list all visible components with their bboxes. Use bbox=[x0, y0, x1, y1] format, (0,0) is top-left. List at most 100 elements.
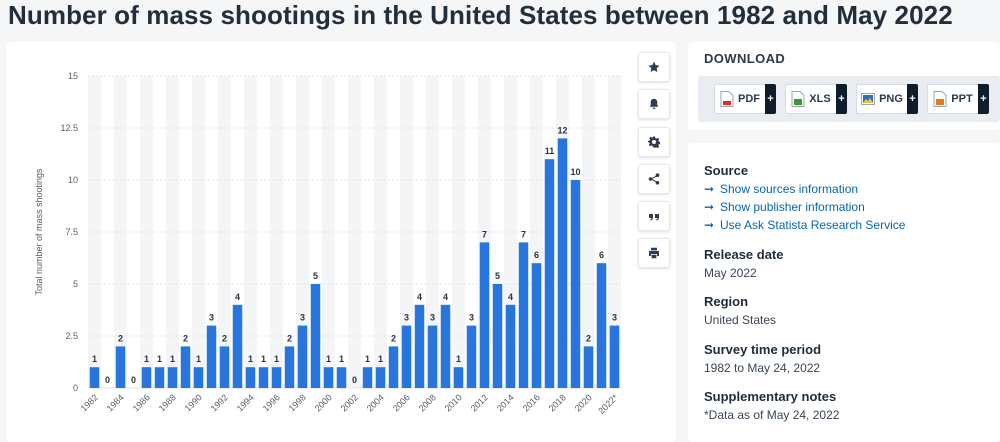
data-label: 5 bbox=[495, 271, 500, 281]
data-label: 4 bbox=[443, 292, 448, 302]
show-publisher-label: Show publisher information bbox=[720, 200, 865, 214]
bar bbox=[440, 304, 451, 388]
column-band bbox=[88, 76, 101, 388]
data-label: 7 bbox=[482, 229, 487, 239]
x-tick-label: 1992 bbox=[209, 392, 230, 413]
x-tick-label: 2016 bbox=[521, 392, 542, 413]
bar bbox=[115, 346, 126, 388]
column-band bbox=[140, 76, 153, 388]
download-heading: DOWNLOAD bbox=[704, 51, 786, 66]
data-label: 1 bbox=[248, 354, 253, 364]
bar bbox=[193, 367, 204, 388]
x-tick-label: 2002 bbox=[339, 392, 360, 413]
data-label: 1 bbox=[339, 354, 344, 364]
show-sources-link[interactable]: ➞ Show sources information bbox=[704, 182, 858, 196]
show-publisher-link[interactable]: ➞ Show publisher information bbox=[704, 200, 865, 214]
print-button[interactable] bbox=[638, 238, 670, 268]
page-title: Number of mass shootings in the United S… bbox=[8, 0, 953, 30]
quote-icon bbox=[649, 214, 659, 221]
data-label: 3 bbox=[404, 313, 409, 323]
xls-plus-icon: + bbox=[836, 84, 847, 114]
bar bbox=[206, 325, 217, 388]
column-band bbox=[400, 76, 413, 388]
x-tick-label: 1986 bbox=[131, 392, 152, 413]
x-tick-label: 1982 bbox=[79, 392, 100, 413]
supplementary-notes-value: *Data as of May 24, 2022 bbox=[704, 408, 840, 422]
data-label: 3 bbox=[209, 313, 214, 323]
bar bbox=[89, 367, 100, 388]
bar bbox=[453, 367, 464, 388]
bar bbox=[284, 346, 295, 388]
data-label: 2 bbox=[287, 333, 292, 343]
data-label: 1 bbox=[157, 354, 162, 364]
bar bbox=[154, 367, 165, 388]
data-label: 2 bbox=[222, 333, 227, 343]
data-label: 1 bbox=[456, 354, 461, 364]
data-label: 1 bbox=[378, 354, 383, 364]
data-label: 1 bbox=[196, 354, 201, 364]
data-label: 1 bbox=[261, 354, 266, 364]
x-tick-label: 2020 bbox=[573, 392, 594, 413]
bar bbox=[167, 367, 178, 388]
y-tick-label: 10 bbox=[68, 175, 78, 185]
data-label: 1 bbox=[326, 354, 331, 364]
x-tick-label: 1998 bbox=[287, 392, 308, 413]
x-tick-label: 2018 bbox=[547, 392, 568, 413]
x-tick-label: 1994 bbox=[235, 392, 256, 413]
gear-icon bbox=[648, 136, 660, 148]
x-tick-label: 2010 bbox=[443, 392, 464, 413]
download-png-button[interactable]: PNG + bbox=[856, 84, 918, 114]
supplementary-notes-heading: Supplementary notes bbox=[704, 389, 837, 404]
bar bbox=[388, 346, 399, 388]
notification-button[interactable] bbox=[638, 89, 670, 119]
x-tick-label: 1996 bbox=[261, 392, 282, 413]
bar bbox=[609, 325, 620, 388]
bar bbox=[141, 367, 152, 388]
data-label: 0 bbox=[105, 375, 110, 385]
favorite-button[interactable] bbox=[638, 52, 670, 82]
png-file-icon bbox=[861, 93, 876, 105]
data-label: 1 bbox=[92, 354, 97, 364]
data-label: 6 bbox=[534, 250, 539, 260]
bar bbox=[583, 346, 594, 388]
y-tick-label: 5 bbox=[73, 279, 78, 289]
x-tick-label: 1988 bbox=[157, 392, 178, 413]
xls-label: XLS bbox=[809, 93, 831, 105]
column-band bbox=[296, 76, 309, 388]
x-tick-label: 1990 bbox=[183, 392, 204, 413]
bar bbox=[570, 180, 581, 388]
bar bbox=[401, 325, 412, 388]
y-tick-label: 15 bbox=[68, 71, 78, 81]
pdf-file-icon bbox=[720, 91, 734, 107]
print-icon bbox=[649, 247, 659, 259]
arrow-right-icon: ➞ bbox=[704, 218, 715, 232]
arrow-right-icon: ➞ bbox=[704, 182, 715, 196]
bar bbox=[271, 367, 282, 388]
region-value: United States bbox=[704, 313, 777, 327]
download-xls-button[interactable]: XLS + bbox=[785, 84, 847, 114]
download-pdf-button[interactable]: PDF + bbox=[714, 84, 776, 114]
download-ppt-button[interactable]: PPT + bbox=[927, 84, 989, 114]
ppt-plus-icon: + bbox=[978, 84, 989, 114]
bar bbox=[427, 325, 438, 388]
ask-statista-link[interactable]: ➞ Use Ask Statista Research Service bbox=[704, 218, 905, 232]
y-tick-label: 2.5 bbox=[65, 331, 78, 341]
ppt-file-icon bbox=[933, 91, 947, 107]
bar bbox=[336, 367, 347, 388]
x-tick-label: 2012 bbox=[469, 392, 490, 413]
bar bbox=[466, 325, 477, 388]
settings-button[interactable] bbox=[638, 127, 670, 157]
source-heading: Source bbox=[704, 163, 749, 178]
data-label: 0 bbox=[352, 375, 357, 385]
cite-button[interactable] bbox=[638, 201, 670, 231]
png-label: PNG bbox=[879, 93, 903, 105]
data-label: 2 bbox=[586, 333, 591, 343]
data-label: 4 bbox=[235, 292, 240, 302]
x-tick-label: 2006 bbox=[391, 392, 412, 413]
ask-statista-label: Use Ask Statista Research Service bbox=[720, 218, 906, 232]
x-tick-label: 2022* bbox=[596, 392, 620, 416]
bell-icon bbox=[649, 98, 659, 109]
share-button[interactable] bbox=[638, 164, 670, 194]
data-label: 10 bbox=[570, 167, 580, 177]
